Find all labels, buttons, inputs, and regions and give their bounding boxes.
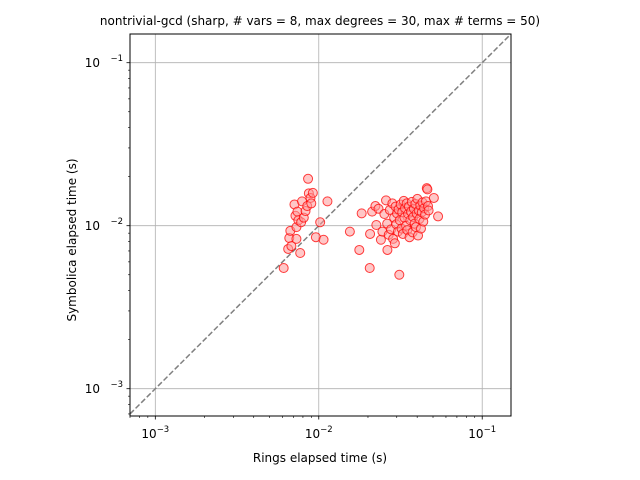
data-point xyxy=(315,217,326,228)
data-point xyxy=(364,263,375,274)
data-point xyxy=(354,244,365,255)
y-tick-label: 10 −2 xyxy=(85,217,123,233)
x-tick-label: 10−1 xyxy=(468,425,496,441)
data-point xyxy=(394,269,405,280)
data-point xyxy=(295,248,306,259)
y-tick-label: 10 −1 xyxy=(85,54,123,70)
x-axis-label: Rings elapsed time (s) xyxy=(253,451,387,465)
data-point xyxy=(306,198,317,209)
data-point xyxy=(307,187,318,198)
data-point xyxy=(278,263,289,274)
data-point xyxy=(423,205,434,216)
x-tick-label: 10−2 xyxy=(305,425,333,441)
data-point xyxy=(389,238,400,249)
data-point xyxy=(286,241,297,252)
axis-ticks: 10−3 10−2 10−1 10−3 10−2 10−1 xyxy=(85,54,496,441)
plot-area xyxy=(129,33,512,417)
x-tick-label: 10−3 xyxy=(141,425,169,441)
data-point xyxy=(428,192,439,203)
data-point xyxy=(318,234,329,245)
data-point xyxy=(382,244,393,255)
data-point xyxy=(303,173,314,184)
data-point xyxy=(365,228,376,239)
data-point xyxy=(433,211,444,222)
data-point xyxy=(322,196,333,207)
data-points xyxy=(278,173,444,280)
data-point xyxy=(291,233,302,244)
chart-title: nontrivial-gcd (sharp, # vars = 8, max d… xyxy=(100,14,540,28)
data-point xyxy=(422,184,433,195)
data-point xyxy=(371,219,382,230)
data-point xyxy=(375,234,386,245)
y-tick-label: 10 −3 xyxy=(85,380,123,396)
data-point xyxy=(356,208,367,219)
data-point xyxy=(344,226,355,237)
y-axis-label: Symbolica elapsed time (s) xyxy=(65,158,79,321)
